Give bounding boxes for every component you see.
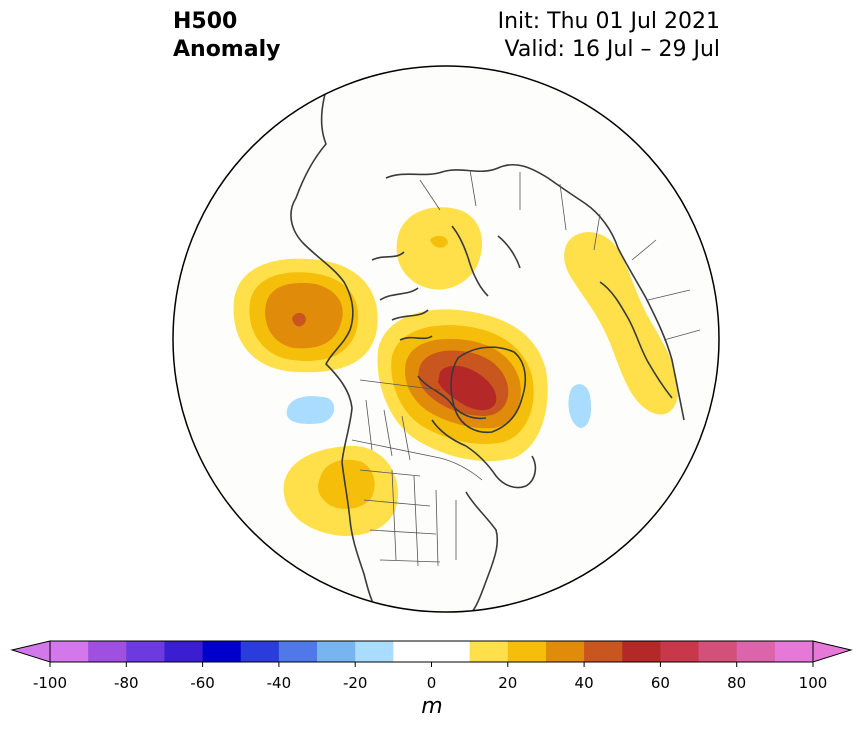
colorbar-cell xyxy=(50,641,89,662)
positive-anomaly-us-20 xyxy=(318,459,375,509)
colorbar-cell xyxy=(278,641,318,662)
border-us-states xyxy=(359,469,457,567)
border-canada-provinces xyxy=(359,379,441,461)
colorbar-cell xyxy=(317,641,356,662)
colorbar-cell xyxy=(355,641,394,662)
colorbar-cells xyxy=(50,641,814,662)
colorbar-units: m xyxy=(421,694,443,719)
title-line-2: Anomaly xyxy=(173,37,281,62)
colorbar-cell xyxy=(469,641,509,662)
colorbar-cell xyxy=(774,641,814,662)
colorbar-cell xyxy=(622,641,661,662)
valid-dates: Valid: 16 Jul – 29 Jul xyxy=(504,37,720,62)
colorbar-tick-label: 60 xyxy=(650,674,670,692)
colorbar-cell xyxy=(584,641,623,662)
init-date: Init: Thu 01 Jul 2021 xyxy=(497,9,720,34)
coastlines xyxy=(290,77,685,612)
coast-scandinavia xyxy=(599,281,673,399)
colorbar-cell xyxy=(202,641,242,662)
border-eurasia xyxy=(419,169,701,341)
negative-anomaly-pacific xyxy=(286,396,335,424)
positive-anomaly-siberia-20 xyxy=(430,235,448,248)
colorbar-cell xyxy=(507,641,547,662)
border-us-canada xyxy=(351,439,483,481)
colorbar-tick-label: 40 xyxy=(574,674,594,692)
colorbar-cell xyxy=(393,641,432,662)
colorbar-tick-label: -80 xyxy=(114,674,139,692)
negative-anomaly-atlantic xyxy=(568,384,592,428)
colorbar-ticks xyxy=(49,662,814,667)
colorbar-cell xyxy=(660,641,700,662)
colorbar-tick-label: -60 xyxy=(190,674,215,692)
coast-canadian-arctic xyxy=(371,251,487,420)
colorbar-tick-label: 100 xyxy=(798,674,828,692)
colorbar-under-triangle xyxy=(10,640,51,663)
coast-hudson-bay xyxy=(431,419,537,489)
colorbar-cell xyxy=(736,641,776,662)
positive-anomaly-alaska-40 xyxy=(292,312,306,327)
colorbar-over-triangle xyxy=(812,640,853,663)
colorbar-cell xyxy=(240,641,280,662)
colorbar-cell xyxy=(126,641,165,662)
colorbar-tick-label: -20 xyxy=(342,674,368,692)
colorbar xyxy=(10,640,853,667)
title-line-1: H500 xyxy=(173,9,238,34)
colorbar-cell xyxy=(545,641,585,662)
positive-anomaly-greenland-50 xyxy=(438,365,497,411)
forecast-dates: Init: Thu 01 Jul 2021 Valid: 16 Jul – 29… xyxy=(498,8,720,64)
polar-map xyxy=(172,65,720,613)
coast-north-america-west xyxy=(290,77,379,612)
colorbar-tick-label: -100 xyxy=(32,674,68,692)
colorbar-tick-label: 20 xyxy=(498,674,518,692)
anomaly-contours xyxy=(233,207,679,536)
positive-anomaly-siberia-10 xyxy=(396,207,483,290)
borders xyxy=(351,169,701,567)
coast-greenland xyxy=(450,346,527,434)
map-title: H500 Anomaly xyxy=(173,8,280,64)
map-boundary xyxy=(172,65,720,613)
coast-eurasia xyxy=(385,163,685,421)
colorbar-cell xyxy=(431,641,471,662)
colorbar-cell xyxy=(88,641,127,662)
colorbar-cell xyxy=(164,641,204,662)
colorbar-tick-label: 0 xyxy=(426,674,437,692)
coast-siberia-islands xyxy=(451,225,521,297)
colorbar-tick-label: 80 xyxy=(727,674,747,692)
colorbar-tick-label: -40 xyxy=(266,674,292,692)
coast-us-east xyxy=(465,491,499,612)
colorbar-cell xyxy=(698,641,738,662)
positive-anomaly-russia-10 xyxy=(564,232,679,415)
